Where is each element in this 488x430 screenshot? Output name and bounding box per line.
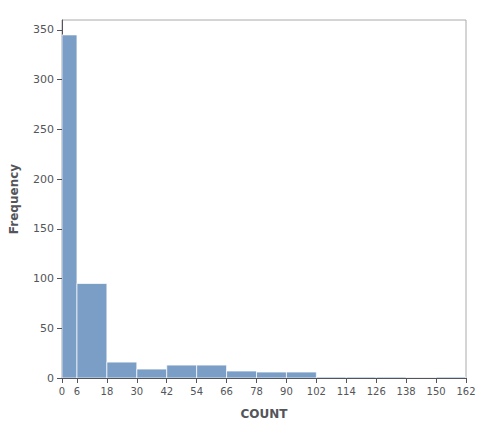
- svg-text:150: 150: [33, 222, 54, 235]
- svg-text:300: 300: [33, 73, 54, 86]
- svg-text:Frequency: Frequency: [7, 164, 21, 234]
- svg-text:54: 54: [190, 386, 203, 397]
- svg-text:100: 100: [33, 272, 54, 285]
- svg-text:COUNT: COUNT: [241, 407, 289, 421]
- svg-text:30: 30: [130, 386, 143, 397]
- svg-text:0: 0: [59, 386, 65, 397]
- svg-text:138: 138: [397, 386, 416, 397]
- svg-text:126: 126: [367, 386, 386, 397]
- svg-text:42: 42: [160, 386, 173, 397]
- svg-text:0: 0: [47, 372, 54, 385]
- svg-text:250: 250: [33, 123, 54, 136]
- svg-text:50: 50: [40, 322, 54, 335]
- svg-text:114: 114: [337, 386, 356, 397]
- svg-text:6: 6: [74, 386, 80, 397]
- svg-text:102: 102: [307, 386, 326, 397]
- svg-text:200: 200: [33, 173, 54, 186]
- svg-text:78: 78: [250, 386, 263, 397]
- svg-text:66: 66: [220, 386, 233, 397]
- svg-text:18: 18: [101, 386, 114, 397]
- svg-text:90: 90: [280, 386, 293, 397]
- svg-text:150: 150: [427, 386, 446, 397]
- svg-text:162: 162: [456, 386, 475, 397]
- svg-text:350: 350: [33, 23, 54, 36]
